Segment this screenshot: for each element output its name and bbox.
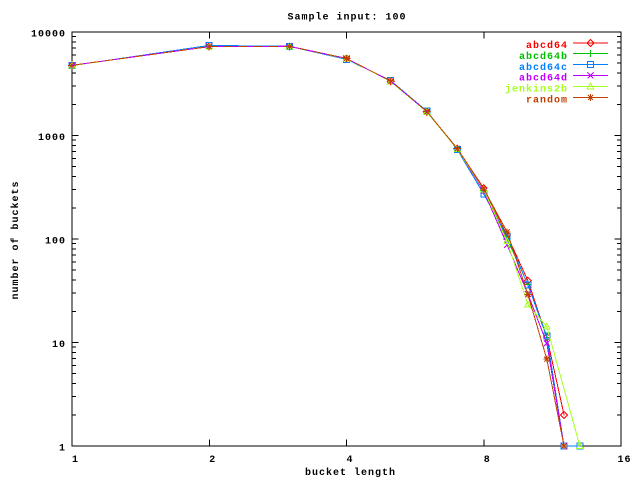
svg-text:1: 1 (59, 444, 66, 455)
svg-text:abcd64c: abcd64c (519, 62, 568, 74)
svg-text:abcd64: abcd64 (526, 40, 568, 52)
svg-text:100: 100 (45, 237, 66, 248)
svg-text:1: 1 (72, 455, 79, 466)
svg-text:2: 2 (209, 455, 216, 466)
svg-text:8: 8 (484, 455, 491, 466)
svg-text:Sample input: 100: Sample input: 100 (287, 11, 406, 23)
svg-text:16: 16 (617, 455, 631, 466)
svg-text:bucket length: bucket length (305, 467, 396, 479)
svg-text:abcd64d: abcd64d (519, 73, 568, 85)
svg-text:10000: 10000 (31, 30, 66, 41)
svg-text:1000: 1000 (38, 133, 66, 144)
svg-text:number of buckets: number of buckets (10, 180, 22, 299)
svg-text:jenkins2b: jenkins2b (505, 84, 568, 96)
svg-text:10: 10 (52, 340, 66, 351)
svg-text:random: random (526, 95, 568, 107)
svg-text:abcd64b: abcd64b (519, 51, 568, 63)
svg-text:4: 4 (346, 455, 353, 466)
